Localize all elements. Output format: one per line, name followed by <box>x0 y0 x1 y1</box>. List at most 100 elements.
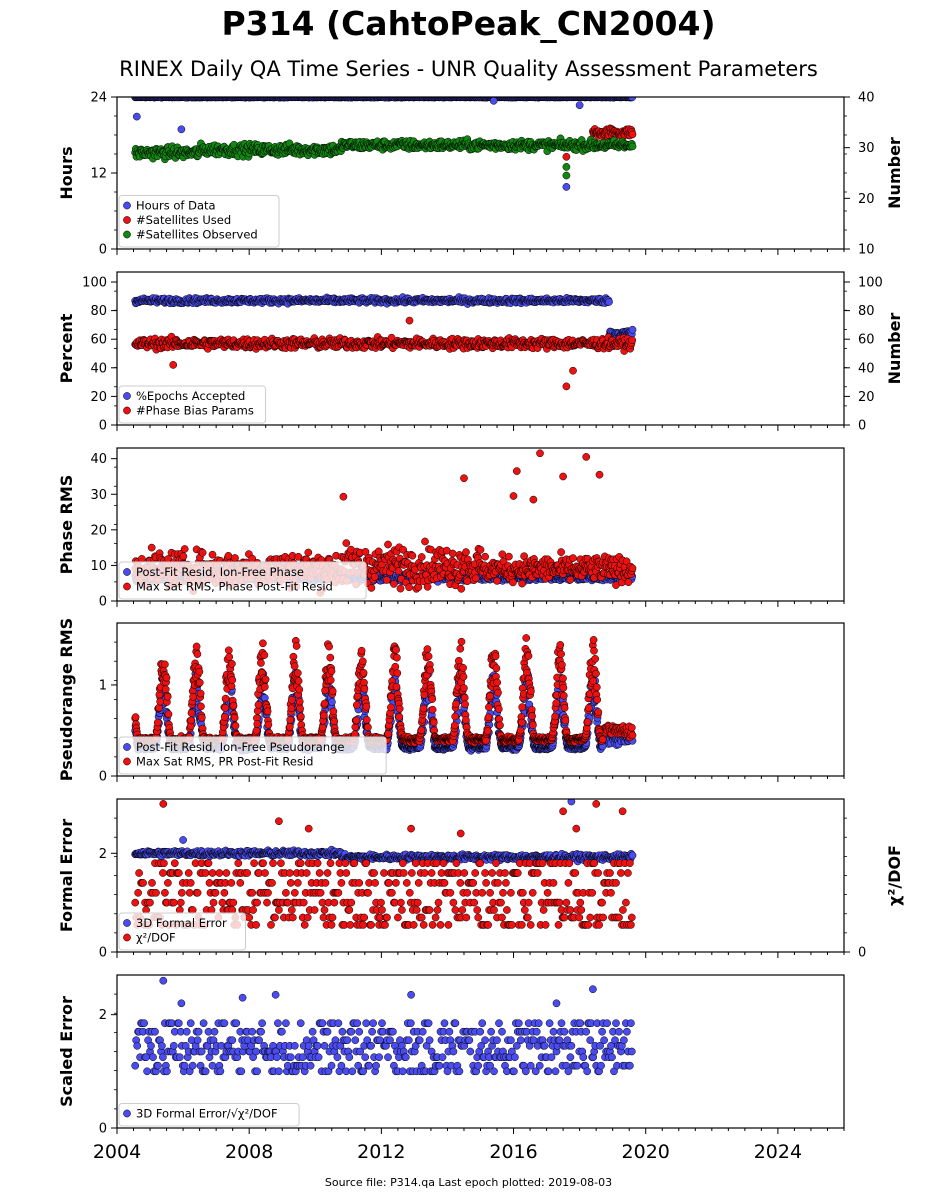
panel-2-points <box>131 293 637 391</box>
data-point <box>628 142 637 151</box>
y-tick-label: 12 <box>90 167 107 182</box>
chart-subtitle: RINEX Daily QA Time Series - UNR Quality… <box>119 57 818 81</box>
y-tick-label: 10 <box>90 559 107 574</box>
outlier-point <box>562 382 571 391</box>
y-tick-label: 40 <box>90 361 107 376</box>
data-point <box>628 336 637 345</box>
data-point <box>457 584 466 593</box>
y2-tick-label: 60 <box>858 333 875 348</box>
data-point <box>374 547 383 556</box>
data-point <box>137 555 146 563</box>
y-axis-label: Percent <box>57 313 76 383</box>
y2-tick-label: 80 <box>858 304 875 319</box>
data-point <box>147 543 156 552</box>
y2-tick-label: 40 <box>858 91 875 106</box>
outlier-point <box>489 97 498 105</box>
data-point <box>493 577 501 585</box>
y-tick-label: 20 <box>90 390 107 405</box>
data-point <box>405 583 413 592</box>
data-point <box>509 578 517 587</box>
legend-entry: #Satellites Used <box>136 213 231 227</box>
outlier-point <box>512 467 521 475</box>
data-point <box>414 583 423 592</box>
legend-marker <box>123 392 131 400</box>
data-point <box>463 577 472 586</box>
data-point <box>396 584 405 593</box>
chart-title: P314 (CahtoPeak_CN2004) <box>221 4 716 43</box>
data-point <box>294 552 303 561</box>
y-tick-label: 0 <box>99 419 107 434</box>
data-point <box>605 298 613 306</box>
data-point <box>384 540 392 549</box>
legend-entry: Post-Fit Resid, Ion-Free Phase <box>136 565 304 579</box>
panel-4-points <box>131 634 637 755</box>
y-tick-label: 80 <box>90 304 107 319</box>
outlier-point <box>562 183 571 191</box>
legend-marker <box>123 568 131 576</box>
outlier-point <box>339 492 348 501</box>
panel-1-points <box>131 97 637 191</box>
y2-axis-label: Number <box>885 313 904 385</box>
data-point <box>370 572 379 581</box>
outlier-point <box>562 163 571 171</box>
data-point <box>423 582 432 591</box>
y-tick-label: 0 <box>99 243 107 258</box>
y-axis-label: Hours <box>57 146 76 199</box>
y2-tick-label: 20 <box>858 192 875 207</box>
data-point <box>472 574 480 583</box>
data-point <box>624 578 633 587</box>
data-point <box>448 549 457 558</box>
outlier-point <box>169 361 178 369</box>
y2-axis-label: Number <box>885 137 904 209</box>
legend-entry: #Satellites Observed <box>136 228 258 242</box>
data-point <box>421 537 429 546</box>
legend-entry: Hours of Data <box>136 199 216 213</box>
y2-tick-label: 10 <box>858 243 875 258</box>
data-point <box>417 553 426 561</box>
legend-marker <box>123 216 131 224</box>
y-tick-label: 60 <box>90 333 107 348</box>
outlier-point <box>562 171 571 180</box>
data-point <box>481 552 489 561</box>
outlier-point <box>575 101 584 110</box>
data-point <box>399 545 408 554</box>
y-tick-label: 24 <box>90 91 107 106</box>
data-point <box>394 567 403 575</box>
outlier-point <box>536 449 544 458</box>
outlier-point <box>460 474 468 483</box>
data-point <box>476 545 485 554</box>
y-tick-label: 30 <box>90 488 107 503</box>
outlier-point <box>132 112 141 121</box>
outlier-point <box>562 152 571 161</box>
data-point <box>628 564 637 573</box>
y-tick-label: 100 <box>82 276 107 291</box>
outlier-point <box>595 470 604 479</box>
y2-tick-label: 40 <box>858 361 875 376</box>
y-tick-label: 20 <box>90 523 107 538</box>
panel-1-legend: Hours of Data#Satellites Used#Satellites… <box>118 195 280 248</box>
data-point <box>566 575 575 584</box>
outlier-point <box>582 453 591 461</box>
y2-tick-label: 30 <box>858 141 875 156</box>
data-point <box>462 548 470 556</box>
legend-marker <box>123 201 131 210</box>
data-point <box>304 548 313 557</box>
data-point <box>498 550 507 559</box>
data-point <box>198 548 207 557</box>
legend-entry: %Epochs Accepted <box>136 389 245 403</box>
outlier-point <box>405 316 414 325</box>
data-point <box>557 548 565 556</box>
outlier-point <box>559 472 567 481</box>
data-point <box>628 325 637 334</box>
data-point <box>408 551 417 560</box>
y-tick-label: 40 <box>90 452 107 467</box>
data-point <box>505 552 513 561</box>
y-tick-label: 0 <box>99 595 107 610</box>
outlier-point <box>529 495 538 504</box>
data-point <box>622 557 631 566</box>
